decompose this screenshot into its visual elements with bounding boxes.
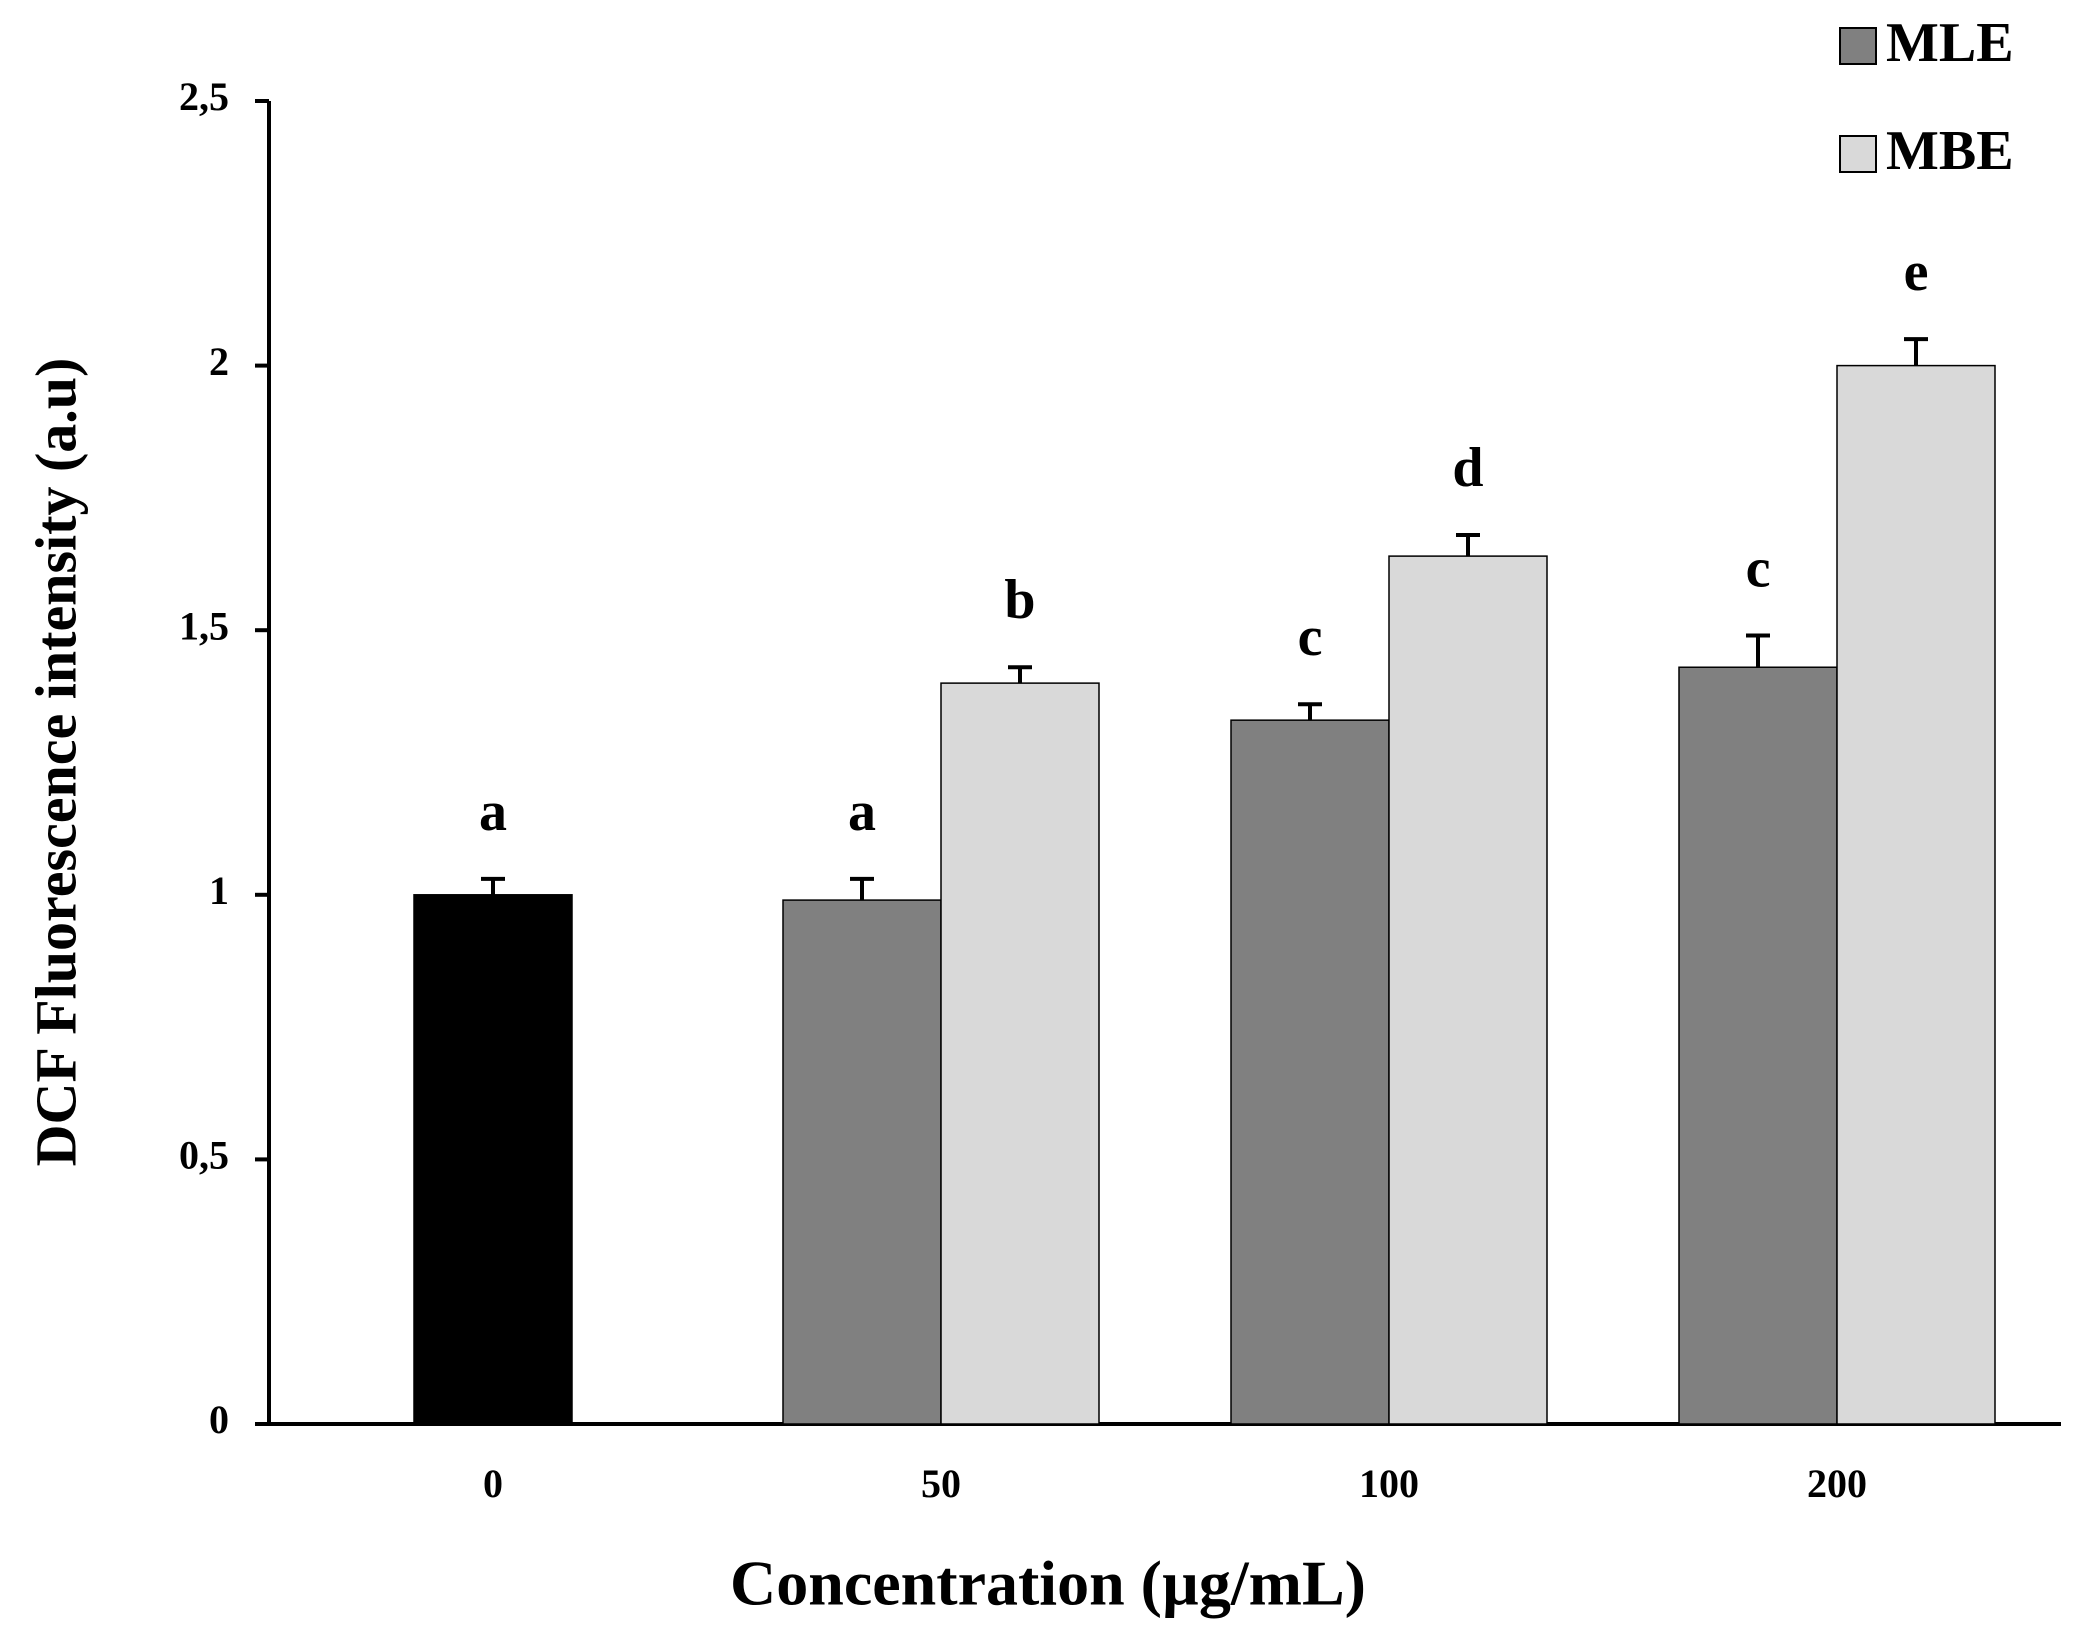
significance-letter: b bbox=[1004, 569, 1035, 631]
y-tick-label: 2 bbox=[209, 339, 229, 384]
y-tick-label: 1 bbox=[209, 868, 229, 913]
legend-label: MLE bbox=[1886, 12, 2014, 74]
significance-letter: a bbox=[848, 781, 876, 843]
legend-swatch bbox=[1839, 135, 1877, 173]
x-tick-label: 200 bbox=[1807, 1461, 1867, 1506]
significance-letter: c bbox=[1746, 537, 1771, 599]
bar bbox=[1836, 364, 1996, 1425]
y-tick-label: 1,5 bbox=[179, 603, 229, 648]
significance-letter: c bbox=[1298, 606, 1323, 668]
bar bbox=[940, 682, 1100, 1425]
significance-letter: e bbox=[1904, 241, 1929, 303]
legend-label: MBE bbox=[1886, 120, 2014, 182]
x-tick-label: 0 bbox=[483, 1461, 503, 1506]
y-tick-label: 0 bbox=[209, 1397, 229, 1442]
x-tick-label: 100 bbox=[1359, 1461, 1419, 1506]
legend-swatch bbox=[1839, 27, 1877, 65]
significance-letter: a bbox=[479, 781, 507, 843]
y-tick-label: 0,5 bbox=[179, 1133, 229, 1178]
bar bbox=[1678, 666, 1838, 1425]
bar bbox=[782, 899, 942, 1425]
y-axis-title: DCF Fluorescence intensity (a.u) bbox=[23, 358, 88, 1167]
bar bbox=[1388, 555, 1548, 1425]
y-tick-label: 2,5 bbox=[179, 74, 229, 119]
x-tick-label: 50 bbox=[921, 1461, 961, 1506]
x-axis-title: Concentration (µg/mL) bbox=[730, 1548, 1366, 1619]
significance-letter: d bbox=[1452, 437, 1483, 499]
bar bbox=[413, 894, 573, 1425]
bar bbox=[1230, 719, 1390, 1425]
